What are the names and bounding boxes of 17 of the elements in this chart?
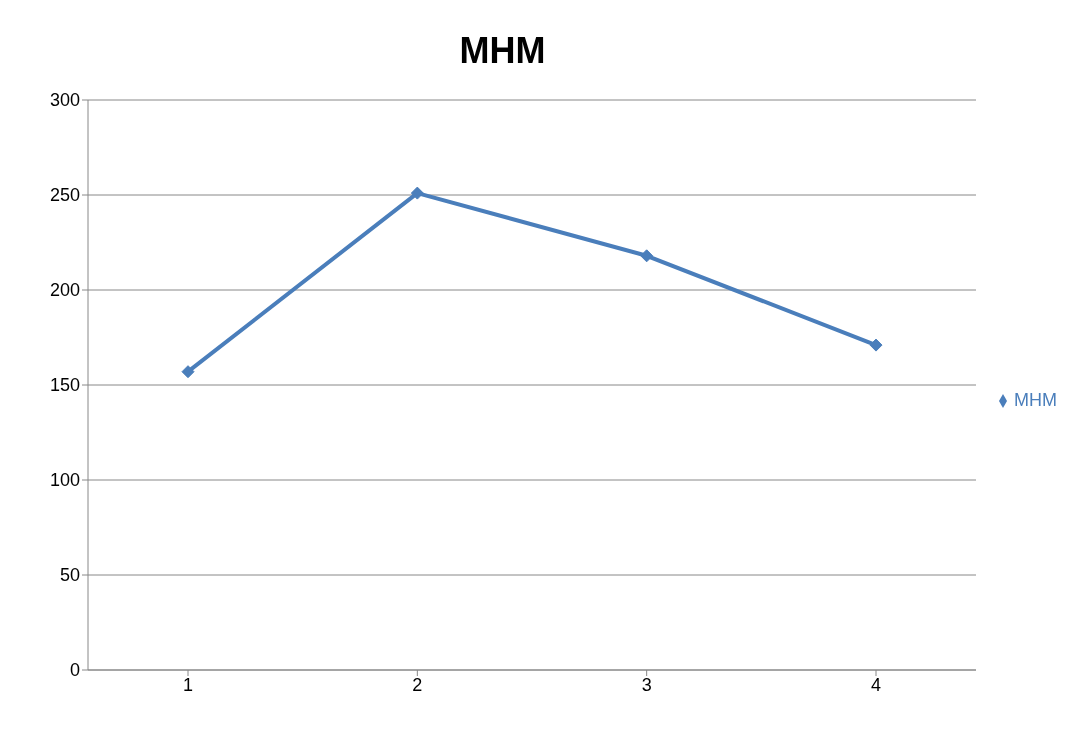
- point: [869, 338, 883, 352]
- point: [181, 365, 195, 379]
- x-tick-label: 4: [870, 674, 882, 695]
- point: [640, 249, 654, 263]
- y-tick-label: 250: [49, 185, 80, 206]
- x-tick-label: 1: [182, 674, 194, 695]
- y-tick-label: 0: [69, 660, 80, 681]
- y-tick-label: 200: [49, 280, 80, 301]
- y-tick-label: 100: [49, 470, 80, 491]
- y-tick-label: 50: [59, 565, 80, 586]
- chart-title: MHM: [458, 30, 547, 73]
- y-tick-label: 150: [49, 375, 80, 396]
- x-tick-label: 2: [412, 674, 423, 695]
- x-tick-label: 3: [641, 674, 652, 695]
- y-tick-label: 300: [49, 90, 80, 111]
- point: [410, 186, 424, 200]
- legend-label: MHM: [1014, 389, 1057, 410]
